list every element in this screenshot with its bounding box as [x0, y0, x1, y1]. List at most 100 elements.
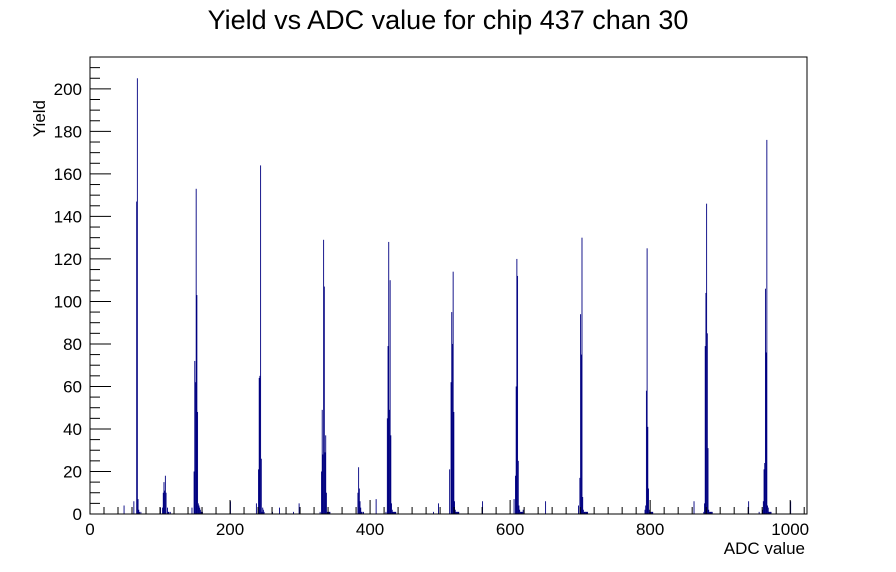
- histogram-bin: [139, 511, 140, 514]
- histogram-bin: [358, 488, 360, 514]
- histogram-bin: [393, 511, 395, 514]
- histogram-bin: [451, 312, 453, 514]
- histogram-bin: [709, 511, 711, 514]
- histogram-bin: [361, 511, 363, 514]
- histogram-bin: [644, 509, 646, 514]
- histogram-bin: [708, 509, 710, 514]
- histogram-bin: [168, 511, 170, 514]
- histogram-bin: [516, 258, 518, 514]
- histogram-bin: [388, 409, 390, 514]
- y-axis-label: Yield: [30, 100, 49, 137]
- y-tick-label: 0: [73, 505, 82, 524]
- histogram-bin: [452, 343, 453, 514]
- histogram-bin: [580, 314, 582, 514]
- histogram-bin: [711, 511, 712, 514]
- histogram-bin: [519, 509, 521, 514]
- histogram-bin: [169, 511, 171, 514]
- histogram-bin: [584, 511, 586, 514]
- histogram-bin: [581, 237, 583, 515]
- histogram-bin: [258, 377, 260, 514]
- y-tick-label: 160: [54, 165, 82, 184]
- histogram-bin: [585, 511, 586, 514]
- x-axis: 0 200 400 600 800 1000: [85, 500, 809, 539]
- histogram-bin: [582, 497, 584, 514]
- histogram-bin: [580, 354, 582, 514]
- histogram-bin: [648, 488, 649, 514]
- histogram-bin: [136, 78, 138, 514]
- histogram-bin: [199, 509, 201, 514]
- histogram-bin: [708, 511, 710, 514]
- histogram-bin: [450, 382, 452, 514]
- histogram-bin: [706, 333, 708, 514]
- histogram-bin: [522, 511, 523, 514]
- histogram-bin: [652, 511, 654, 514]
- histogram-bin: [325, 435, 327, 514]
- histogram-bin: [197, 411, 199, 514]
- histogram-bin: [585, 511, 587, 514]
- histogram-bin: [458, 511, 460, 514]
- histogram-bin: [323, 239, 325, 515]
- y-tick-label: 120: [54, 250, 82, 269]
- histogram-bin: [705, 292, 707, 514]
- histogram-bin: [385, 511, 387, 514]
- y-tick-label: 80: [63, 335, 82, 354]
- histogram-bin: [648, 509, 650, 514]
- histogram-bin: [455, 511, 457, 514]
- histogram-bin: [393, 511, 395, 514]
- histogram-bin: [363, 511, 364, 514]
- histogram-bin: [394, 511, 396, 514]
- histogram-bin: [769, 511, 771, 514]
- histogram-bin: [645, 505, 647, 514]
- histogram-bin: [258, 469, 259, 514]
- histogram-bin: [452, 271, 454, 514]
- histogram-bin: [196, 295, 198, 514]
- histogram-bin: [587, 511, 589, 514]
- histogram-bin: [388, 241, 390, 514]
- histogram-bin: [164, 490, 166, 514]
- histogram-bin: [200, 511, 202, 514]
- histogram-bin: [167, 511, 169, 514]
- y-axis: 0 20 40 60 80 100 120 140 160 180 200: [54, 56, 111, 524]
- histogram-bin: [386, 418, 388, 514]
- histogram-bin: [646, 248, 648, 515]
- histogram-bin: [197, 503, 199, 514]
- histogram-bin: [515, 475, 516, 514]
- histogram-bin: [324, 452, 326, 514]
- histogram-bin: [167, 507, 168, 514]
- histogram-bin: [651, 511, 653, 514]
- histogram-bin: [387, 346, 389, 514]
- histogram-bin: [518, 505, 520, 514]
- y-tick-label: 60: [63, 377, 82, 396]
- histogram-bin: [764, 288, 766, 514]
- histogram-bin: [195, 188, 197, 515]
- x-tick-label: 400: [356, 520, 384, 539]
- histogram-bin: [360, 511, 362, 514]
- histogram-bin: [768, 511, 770, 514]
- histogram-bin: [328, 511, 330, 514]
- histogram-bin: [358, 467, 360, 514]
- x-tick-label: 800: [636, 520, 664, 539]
- histogram-bin: [322, 454, 324, 514]
- histogram-bin: [704, 503, 705, 514]
- histogram-bin: [647, 426, 649, 514]
- histogram-bin: [706, 203, 708, 515]
- histogram-bin: [520, 511, 522, 514]
- histogram-bin: [162, 507, 164, 514]
- histogram-bin: [255, 503, 257, 514]
- histogram-bin: [323, 286, 325, 514]
- histogram-bin: [133, 501, 135, 514]
- histogram-bin: [389, 280, 391, 514]
- histogram-bin: [521, 511, 523, 514]
- histogram-bin: [456, 511, 458, 514]
- histogram-bin: [375, 499, 377, 514]
- histogram-bin: [162, 492, 164, 514]
- histogram-bin: [770, 511, 772, 514]
- histogram-bin: [762, 501, 764, 514]
- histogram-bin: [710, 511, 712, 514]
- histogram-bin: [769, 511, 771, 514]
- histogram-bin: [136, 201, 138, 515]
- histogram-bin: [519, 511, 521, 514]
- histogram-bin: [453, 411, 455, 514]
- histogram-bars: [123, 78, 792, 515]
